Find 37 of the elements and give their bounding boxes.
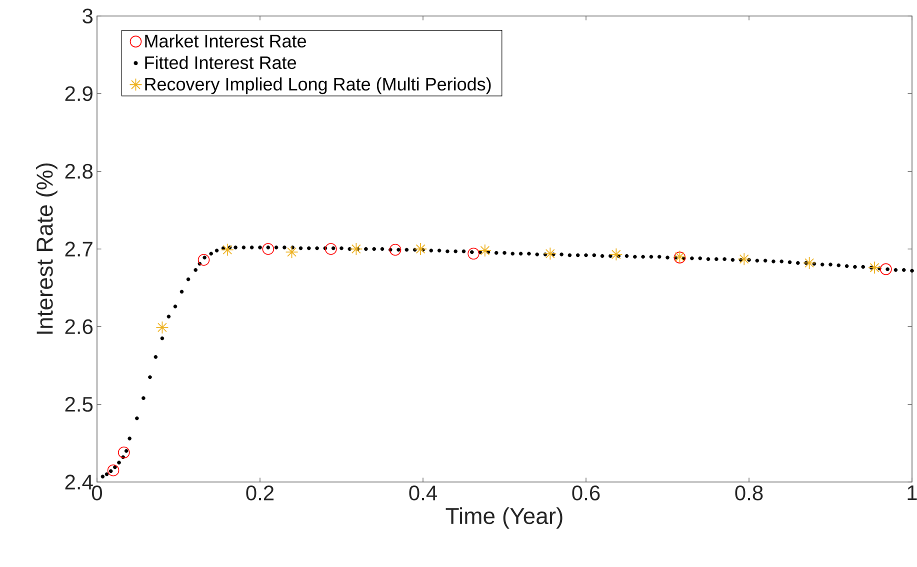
point <box>262 243 274 255</box>
point <box>868 261 881 274</box>
point <box>325 243 337 255</box>
legend-label: Recovery Implied Long Rate (Multi Periods) <box>145 77 491 94</box>
point <box>198 254 210 266</box>
point <box>544 247 557 260</box>
point <box>118 446 130 458</box>
y-tick-label: 2.5 <box>65 396 93 412</box>
point <box>802 256 816 270</box>
y-tick-label: 2.8 <box>65 164 93 179</box>
x-tick-label: 0.6 <box>572 486 600 500</box>
y-axis-title: Interest Rate (%) <box>36 164 58 334</box>
y-tick-label: 2.4 <box>65 474 93 490</box>
point <box>350 242 363 256</box>
point <box>738 252 751 266</box>
point <box>389 244 402 256</box>
point <box>220 243 234 256</box>
legend-label: Fitted Interest Rate <box>145 56 296 70</box>
x-tick-label: 1 <box>908 486 917 500</box>
point <box>610 248 623 261</box>
legend-label: Market Interest Rate <box>145 34 306 48</box>
point <box>107 464 120 476</box>
point <box>468 248 480 260</box>
point <box>285 246 298 259</box>
y-tick-label: 2.6 <box>65 319 93 334</box>
y-tick-label: 3 <box>82 8 93 24</box>
y-tick-label: 2.9 <box>65 86 92 102</box>
y-tick-label: 2.7 <box>65 242 92 256</box>
x-tick-label: 0.4 <box>409 486 437 500</box>
point <box>880 263 892 276</box>
x-tick-label: 0.2 <box>246 486 274 500</box>
x-tick-label: 0.8 <box>735 486 763 500</box>
point <box>414 242 428 256</box>
point <box>156 320 169 334</box>
x-axis-title: Time (Year) <box>446 507 562 529</box>
x-tick-label: 0 <box>92 486 102 500</box>
point <box>478 244 492 258</box>
